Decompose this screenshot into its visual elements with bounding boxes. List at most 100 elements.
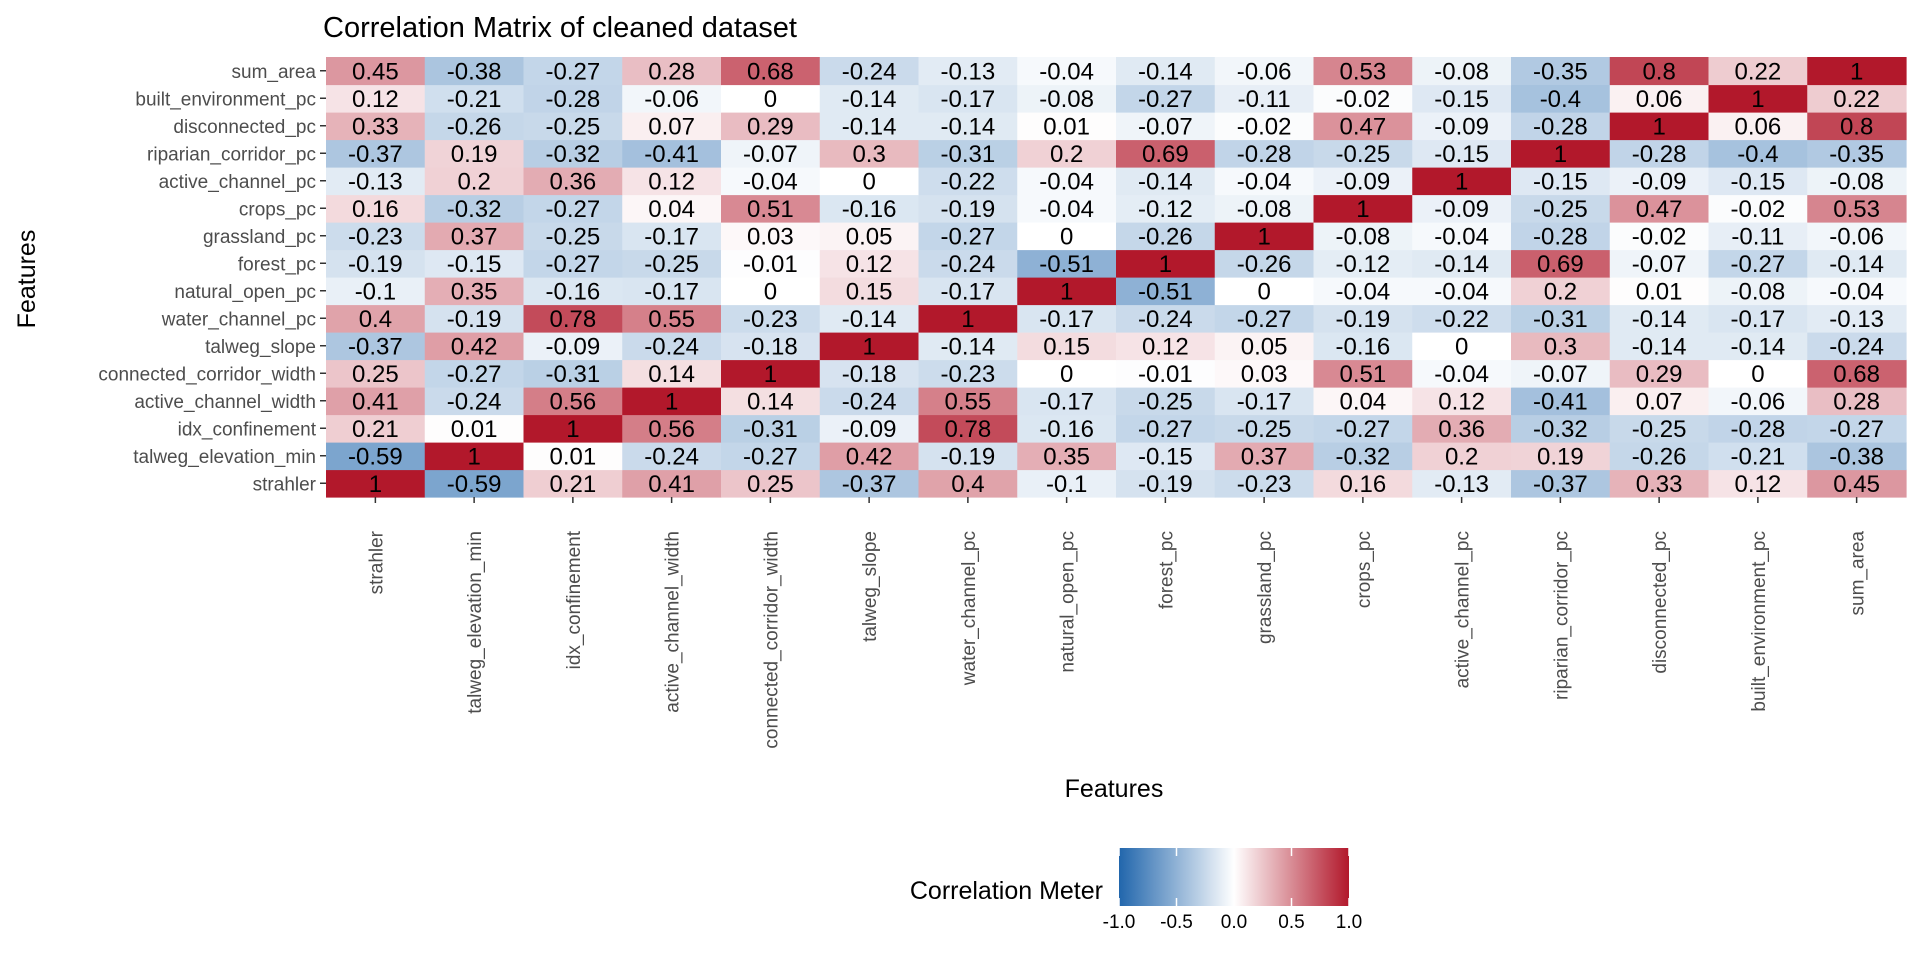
heatmap-cell	[523, 304, 623, 333]
x-tick-label: disconnected_pc	[1650, 531, 1671, 674]
heatmap-cell	[819, 304, 920, 333]
heatmap-cell	[424, 167, 525, 196]
cell-value-label: -0.02	[1632, 223, 1687, 250]
heatmap-cell	[918, 469, 1018, 498]
cell-value-label: -0.24	[1829, 333, 1884, 360]
cell-value-label: 0	[764, 278, 777, 305]
heatmap-cell	[424, 359, 525, 388]
cell-value-label: 0.36	[550, 168, 597, 195]
cell-value-label: -0.26	[447, 113, 502, 140]
cell-value-label: 0.2	[1544, 278, 1577, 305]
x-tick-label: talweg_slope	[860, 531, 881, 642]
cell-value-label: 0.01	[1043, 113, 1090, 140]
heatmap-cell	[424, 332, 525, 361]
cell-value-label: -0.15	[1731, 168, 1786, 195]
cell-value-label: -0.24	[842, 388, 897, 415]
heatmap-cell	[1313, 222, 1413, 251]
heatmap-cell	[326, 442, 426, 471]
cell-value-label: -0.27	[546, 251, 601, 278]
heatmap-cell	[1313, 469, 1413, 498]
heatmap-cell	[622, 442, 722, 471]
heatmap-cell	[918, 194, 1018, 223]
heatmap-cell	[1511, 359, 1611, 388]
cell-value-label: -0.17	[941, 278, 996, 305]
cell-value-label: -0.31	[1533, 306, 1588, 333]
heatmap-cell	[1708, 194, 1808, 223]
heatmap-cell	[1313, 249, 1413, 278]
cell-value-label: -0.27	[546, 58, 601, 85]
cell-value-label: 0.15	[846, 278, 893, 305]
cell-value-label: -0.28	[1533, 223, 1588, 250]
cell-value-label: -0.23	[743, 306, 798, 333]
cell-value-label: 0	[1257, 278, 1270, 305]
cell-value-label: 0.22	[1833, 86, 1880, 113]
heatmap-cell	[424, 112, 525, 141]
cell-value-label: -0.14	[842, 113, 897, 140]
cell-value-label: -0.23	[941, 361, 996, 388]
cell-value-label: -0.27	[743, 443, 798, 470]
heatmap-cell	[326, 414, 426, 443]
cell-value-label: -0.04	[1039, 168, 1094, 195]
heatmap-cell	[1214, 194, 1315, 223]
heatmap-cell	[523, 194, 623, 223]
cell-value-label: -0.25	[1632, 416, 1687, 443]
cell-value-label: -0.09	[1336, 168, 1391, 195]
cell-value-label: 1	[764, 361, 777, 388]
cell-value-label: 0.4	[359, 306, 392, 333]
heatmap-cell	[326, 277, 426, 306]
heatmap-cell	[1807, 442, 1907, 471]
cell-value-label: -0.35	[1533, 58, 1588, 85]
heatmap-cell	[1708, 139, 1808, 168]
cell-value-label: 0.07	[648, 113, 695, 140]
cell-value-label: -0.08	[1829, 168, 1884, 195]
cell-value-label: 0.55	[945, 388, 992, 415]
cell-value-label: 0	[1060, 223, 1073, 250]
cell-value-label: -0.09	[546, 333, 601, 360]
heatmap-cell	[721, 84, 821, 113]
y-tick-label: connected_corridor_width	[98, 364, 316, 385]
heatmap-cell	[1609, 277, 1710, 306]
heatmap-cell	[1116, 57, 1216, 86]
cell-value-label: -0.25	[546, 113, 601, 140]
cell-value-label: 0.53	[1833, 196, 1880, 223]
heatmap-cell	[1017, 112, 1117, 141]
heatmap-cell	[1017, 442, 1117, 471]
cell-value-label: -0.28	[1632, 141, 1687, 168]
cell-value-label: 0.14	[648, 361, 695, 388]
cell-value-label: 0.42	[451, 333, 498, 360]
heatmap-cell	[918, 167, 1018, 196]
heatmap-cell	[523, 359, 623, 388]
cell-value-label: 0.04	[648, 196, 695, 223]
cell-value-label: 0.68	[747, 58, 794, 85]
heatmap-cell	[326, 57, 426, 86]
heatmap-cell	[1412, 414, 1512, 443]
cell-value-label: 0.01	[1636, 278, 1683, 305]
heatmap-cell	[1708, 304, 1808, 333]
heatmap-cell	[523, 442, 623, 471]
cell-value-label: -0.31	[743, 416, 798, 443]
y-tick-label: built_environment_pc	[135, 89, 316, 110]
cell-value-label: 0.51	[747, 196, 794, 223]
heatmap-cell	[1313, 194, 1413, 223]
heatmap-cell	[1609, 222, 1710, 251]
heatmap-cell	[1609, 414, 1710, 443]
y-tick-label: strahler	[253, 474, 317, 495]
cell-value-label: -0.13	[941, 58, 996, 85]
heatmap-cell	[326, 359, 426, 388]
heatmap-cell	[1708, 332, 1808, 361]
y-axis-title: Features	[13, 230, 41, 329]
cell-value-label: -0.37	[348, 333, 403, 360]
heatmap-cell	[1511, 442, 1611, 471]
cell-value-label: 0.37	[451, 223, 498, 250]
cell-value-label: 0.16	[1340, 471, 1387, 498]
heatmap-cell	[424, 194, 525, 223]
cell-value-label: 0.15	[1043, 333, 1090, 360]
heatmap-cell	[1609, 387, 1710, 416]
heatmap-cell	[622, 57, 722, 86]
cell-value-label: -0.13	[1829, 306, 1884, 333]
heatmap-cell	[424, 222, 525, 251]
cell-value-label: 0.68	[1833, 361, 1880, 388]
cell-value-label: 0.04	[1340, 388, 1387, 415]
cell-value-label: -0.24	[842, 58, 897, 85]
